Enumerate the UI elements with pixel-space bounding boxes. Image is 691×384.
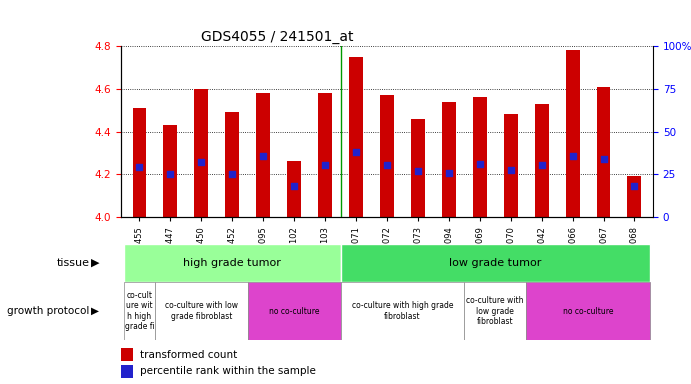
- Text: no co-culture: no co-culture: [562, 306, 614, 316]
- Point: [165, 171, 176, 177]
- Bar: [566, 50, 580, 217]
- Bar: [124, 244, 341, 282]
- Text: high grade tumor: high grade tumor: [183, 258, 281, 268]
- Bar: [124, 282, 155, 340]
- Point: [196, 159, 207, 166]
- Bar: [526, 282, 650, 340]
- Text: growth protocol: growth protocol: [8, 306, 90, 316]
- Bar: [627, 176, 641, 217]
- Text: ▶: ▶: [91, 258, 100, 268]
- Text: tissue: tissue: [57, 258, 90, 268]
- Bar: [121, 365, 133, 378]
- Point: [536, 162, 547, 168]
- Point: [629, 183, 640, 189]
- Point: [474, 161, 485, 167]
- Text: low grade tumor: low grade tumor: [449, 258, 542, 268]
- Bar: [504, 114, 518, 217]
- Text: transformed count: transformed count: [140, 349, 237, 359]
- Bar: [596, 87, 610, 217]
- Point: [444, 170, 455, 176]
- Bar: [318, 93, 332, 217]
- Point: [134, 164, 145, 170]
- Text: percentile rank within the sample: percentile rank within the sample: [140, 366, 315, 376]
- Text: ▶: ▶: [91, 306, 100, 316]
- Text: GDS4055 / 241501_at: GDS4055 / 241501_at: [200, 30, 353, 44]
- Bar: [194, 89, 208, 217]
- Bar: [349, 57, 363, 217]
- Bar: [341, 244, 650, 282]
- Bar: [164, 125, 178, 217]
- Bar: [380, 95, 394, 217]
- Text: no co-culture: no co-culture: [269, 306, 319, 316]
- Point: [289, 183, 300, 189]
- Point: [598, 156, 609, 162]
- Bar: [155, 282, 248, 340]
- Text: co-culture with low
grade fibroblast: co-culture with low grade fibroblast: [165, 301, 238, 321]
- Bar: [225, 112, 239, 217]
- Bar: [133, 108, 146, 217]
- Bar: [287, 161, 301, 217]
- Bar: [256, 93, 270, 217]
- Bar: [341, 282, 464, 340]
- Point: [381, 162, 392, 168]
- Bar: [464, 282, 526, 340]
- Text: co-cult
ure wit
h high
grade fi: co-cult ure wit h high grade fi: [124, 291, 154, 331]
- Bar: [535, 104, 549, 217]
- Text: co-culture with
low grade
fibroblast: co-culture with low grade fibroblast: [466, 296, 524, 326]
- Point: [350, 149, 361, 155]
- Bar: [121, 348, 133, 361]
- Bar: [442, 102, 456, 217]
- Text: co-culture with high grade
fibroblast: co-culture with high grade fibroblast: [352, 301, 453, 321]
- Point: [227, 171, 238, 177]
- Point: [567, 153, 578, 159]
- Point: [505, 167, 516, 173]
- Bar: [411, 119, 425, 217]
- Point: [413, 168, 424, 174]
- Bar: [248, 282, 341, 340]
- Bar: [473, 98, 486, 217]
- Point: [319, 162, 330, 168]
- Point: [258, 153, 269, 159]
